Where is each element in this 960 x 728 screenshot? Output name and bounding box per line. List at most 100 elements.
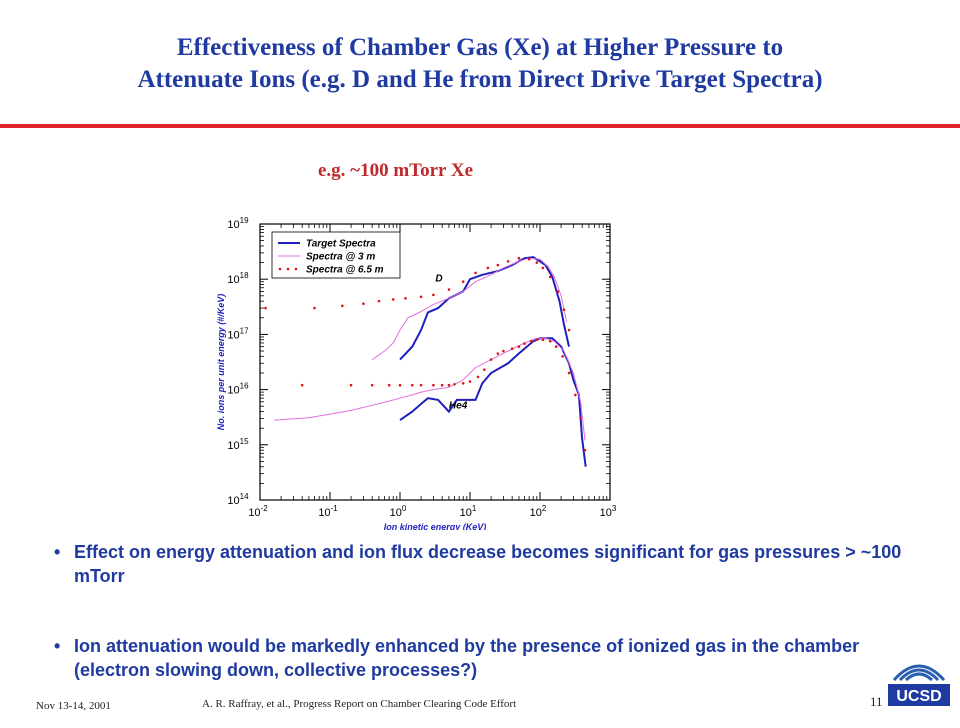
point-spectra-6-5-m-d [567, 328, 571, 332]
point-spectra-6-5-m-he4 [468, 380, 472, 383]
point-spectra-6-5-m-he4 [574, 393, 577, 397]
point-spectra-6-5-m-d [391, 298, 395, 301]
bullet-dot: • [54, 542, 61, 562]
legend-swatch-dot [278, 267, 282, 271]
point-spectra-6-5-m-d [432, 293, 435, 297]
point-spectra-6-5-m-d [447, 288, 451, 291]
legend-swatch-dot [294, 267, 298, 271]
ucsd-wave-icon [892, 664, 946, 682]
point-spectra-6-5-m-he4 [387, 383, 391, 387]
ion-spectra-chart: 10-2 10-1 100 101 102 103 1014 1015 1016 1017 1018… [216, 216, 617, 530]
y-tick-label: 1016 [227, 382, 249, 397]
point-spectra-6-5-m-he4 [461, 382, 465, 385]
point-spectra-6-5-m-d [517, 256, 521, 260]
point-spectra-6-5-m-he4 [447, 383, 451, 387]
y-tick-label: 1017 [227, 326, 249, 341]
point-spectra-6-5-m-d [474, 271, 477, 275]
point-spectra-6-5-m-d [313, 306, 316, 310]
point-spectra-6-5-m-d [377, 299, 381, 303]
point-spectra-6-5-m-he4 [510, 347, 514, 351]
title-divider [0, 124, 960, 128]
point-spectra-6-5-m-d [527, 257, 531, 261]
point-spectra-6-5-m-he4 [561, 355, 564, 358]
point-spectra-6-5-m-he4 [440, 383, 444, 387]
y-tick-label: 1015 [227, 437, 249, 452]
point-spectra-6-5-m-d [496, 263, 500, 267]
point-spectra-6-5-m-he4 [517, 345, 521, 348]
chart-subtitle: e.g. ~100 mTorr Xe [318, 160, 473, 181]
point-spectra-6-5-m-he4 [529, 339, 533, 343]
x-tick-label: 102 [530, 504, 547, 519]
point-spectra-6-5-m-d [264, 306, 267, 310]
point-spectra-6-5-m-d [461, 280, 465, 284]
slide-title-line-1: Effectiveness of Chamber Gas (Xe) at Hig… [176, 34, 784, 61]
series-line-spectra-3-m-d [371, 257, 568, 361]
point-spectra-6-5-m-d [541, 266, 545, 270]
point-spectra-6-5-m-he4 [535, 338, 539, 342]
slide-title: Effectiveness of Chamber Gas (Xe) at Hig… [0, 32, 960, 96]
annotation-label: He4 [449, 401, 468, 412]
slide-title-line-2: Attenuate Ions (e.g. D and He from Direc… [137, 66, 823, 93]
point-spectra-6-5-m-d [506, 260, 510, 263]
x-tick-label: 100 [390, 504, 407, 519]
ucsd-logo-text: UCSD [896, 688, 941, 705]
x-tick-label: 103 [600, 504, 617, 519]
point-spectra-6-5-m-d [535, 261, 539, 264]
footer-date: Nov 13-14, 2001 [36, 700, 111, 712]
point-spectra-6-5-m-he4 [548, 339, 552, 343]
point-spectra-6-5-m-he4 [583, 448, 587, 452]
plot-frame [259, 223, 611, 501]
series-line-target-spectra-he4 [399, 337, 587, 467]
point-spectra-6-5-m-he4 [554, 345, 558, 348]
annotation-label: D [435, 274, 442, 285]
bullet-text-1: Effect on energy attenuation and ion flu… [74, 542, 902, 586]
y-tick-label: 1019 [227, 216, 249, 231]
point-spectra-6-5-m-d [341, 304, 344, 308]
point-spectra-6-5-m-he4 [567, 371, 571, 375]
point-spectra-6-5-m-he4 [453, 382, 456, 386]
x-axis-label: Ion kinetic energy (KeV) [384, 522, 487, 530]
bullet-list: • Effect on energy attenuation and ion f… [54, 540, 934, 728]
point-spectra-6-5-m-d [556, 290, 560, 293]
point-spectra-6-5-m-he4 [489, 358, 493, 361]
point-spectra-6-5-m-he4 [370, 383, 374, 387]
page-number: 11 [870, 694, 883, 709]
y-tick-label: 1018 [227, 271, 249, 286]
point-spectra-6-5-m-he4 [541, 338, 545, 342]
point-spectra-6-5-m-he4 [579, 417, 582, 420]
point-spectra-6-5-m-he4 [300, 383, 304, 387]
legend-label: Target Spectra [306, 239, 376, 250]
series-line-target-spectra-d [399, 256, 570, 361]
y-tick-label: 1014 [227, 492, 249, 507]
point-spectra-6-5-m-he4 [523, 342, 526, 345]
bullet-text-2: Ion attenuation would be markedly enhanc… [74, 636, 860, 680]
x-tick-label: 101 [460, 504, 477, 519]
legend-swatch-dot [286, 267, 290, 271]
bullet-item-2: • Ion attenuation would be markedly enha… [54, 634, 934, 682]
ucsd-logo: UCSD [888, 664, 950, 706]
bullet-item-1: • Effect on energy attenuation and ion f… [54, 540, 934, 588]
point-spectra-6-5-m-he4 [502, 349, 505, 353]
point-spectra-6-5-m-d [562, 308, 566, 312]
point-spectra-6-5-m-he4 [398, 383, 402, 387]
point-spectra-6-5-m-d [362, 302, 365, 305]
x-tick-label: 10-2 [248, 504, 268, 519]
legend-box [271, 231, 401, 279]
point-spectra-6-5-m-he4 [496, 352, 500, 355]
point-spectra-6-5-m-d [404, 297, 407, 300]
point-spectra-6-5-m-he4 [419, 383, 423, 387]
legend-label: Spectra @ 6.5 m [306, 265, 384, 276]
x-tick-label: 10-1 [318, 504, 338, 519]
bullet-dot: • [54, 636, 61, 656]
series-line-spectra-3-m-he4 [274, 337, 586, 441]
point-spectra-6-5-m-he4 [482, 368, 486, 371]
point-spectra-6-5-m-he4 [411, 383, 414, 387]
point-spectra-6-5-m-he4 [476, 375, 480, 379]
footer-author: A. R. Raffray, et al., Progress Report o… [202, 698, 517, 710]
point-spectra-6-5-m-d [486, 266, 490, 270]
legend-label: Spectra @ 3 m [306, 252, 375, 263]
y-axis-label: No. ions per unit energy (#/KeV) [216, 294, 226, 431]
point-spectra-6-5-m-d [548, 275, 552, 279]
point-spectra-6-5-m-he4 [432, 383, 435, 387]
point-spectra-6-5-m-d [419, 295, 423, 299]
